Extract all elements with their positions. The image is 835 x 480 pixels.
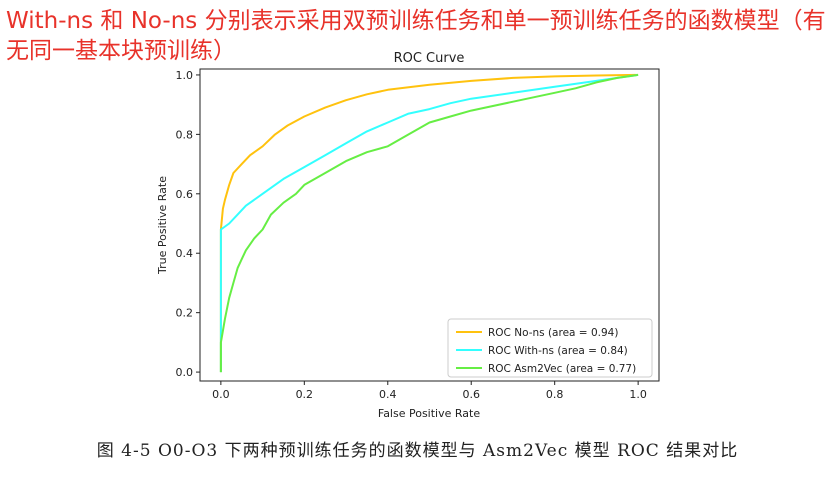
series-line-2 <box>219 73 639 373</box>
plot-frame <box>199 68 660 382</box>
x-tick-label: 0.4 <box>379 388 397 401</box>
y-tick-label: 0.2 <box>176 307 194 320</box>
y-axis: 0.0 0.2 0.4 0.6 0.8 1.0 <box>176 69 200 379</box>
y-tick-label: 0.6 <box>176 188 194 201</box>
x-tick-label: 0.6 <box>462 388 480 401</box>
roc-chart: ROC Curve 0.0 0.2 0.4 0.6 0.8 1.0 0.00.20.40.… <box>156 51 660 420</box>
y-tick-label: 0.8 <box>176 128 194 141</box>
x-tick-label: 0.8 <box>546 388 564 401</box>
x-axis: 0.0 0.2 0.4 0.6 0.8 1.0 <box>212 381 647 401</box>
x-tick-label: 1.0 <box>629 388 647 401</box>
legend-entry-2: ROC Asm2Vec (area = 0.77) <box>488 363 636 375</box>
x-tick-label: 0.2 <box>296 388 314 401</box>
legend-box <box>447 318 653 378</box>
legend-entry-0: ROC No-ns (area = 0.94) <box>488 327 618 339</box>
series-group <box>219 73 639 373</box>
y-tick-label: 0.0 <box>176 366 194 379</box>
y-axis-label: True Positive Rate <box>156 176 169 275</box>
series-line-0 <box>219 73 639 373</box>
annotation-text: With-ns 和 No-ns 分别表示采用双预训练任务和单一预训练任务的函数模… <box>6 8 826 64</box>
x-axis-label: False Positive Rate <box>378 407 480 420</box>
figure-caption: 图 4-5 O0-O3 下两种预训练任务的函数模型与 Asm2Vec 模型 RO… <box>96 441 739 461</box>
y-tick-label: 1.0 <box>176 69 194 82</box>
legend-entry-1: ROC With-ns (area = 0.84) <box>488 345 628 357</box>
legend: ROC No-ns (area = 0.94) ROC With-ns (area… <box>447 318 653 378</box>
series-line-1 <box>219 73 639 373</box>
y-tick-label: 0.4 <box>176 247 194 260</box>
x-tick-label: 0.0 <box>212 388 230 401</box>
chart-title: ROC Curve <box>394 51 465 66</box>
